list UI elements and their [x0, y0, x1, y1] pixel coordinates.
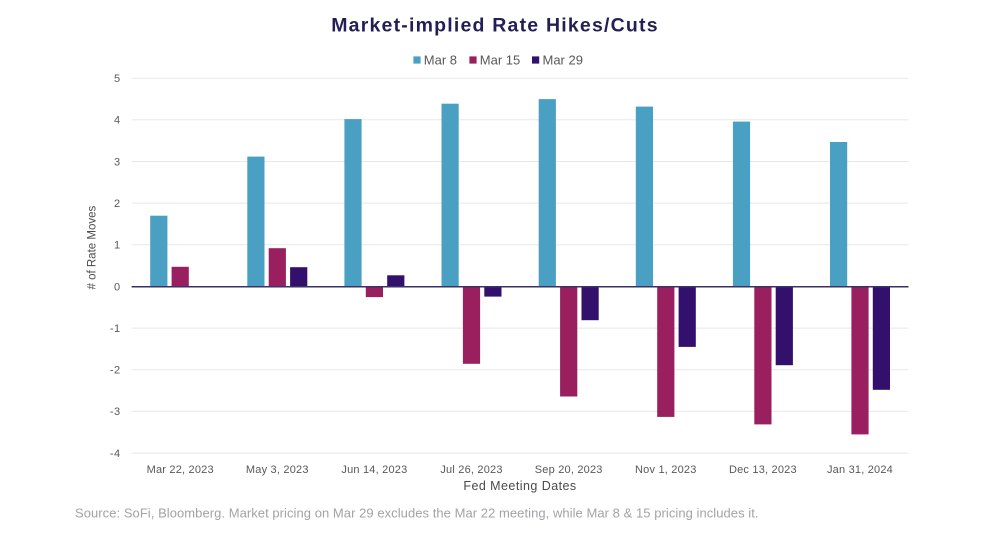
- svg-text:0: 0: [114, 281, 121, 293]
- svg-text:Nov 1, 2023: Nov 1, 2023: [635, 464, 697, 476]
- svg-text:5: 5: [114, 73, 121, 85]
- svg-text:Source: SoFi, Bloomberg. Marke: Source: SoFi, Bloomberg. Market pricing …: [75, 505, 759, 520]
- svg-text:Mar 8: Mar 8: [424, 53, 457, 68]
- svg-text:2: 2: [114, 198, 121, 210]
- svg-text:4: 4: [114, 115, 121, 127]
- svg-text:Mar 29: Mar 29: [543, 53, 583, 68]
- svg-text:-2: -2: [110, 365, 121, 377]
- svg-text:-3: -3: [110, 406, 121, 418]
- svg-text:Fed Meeting Dates: Fed Meeting Dates: [463, 479, 576, 493]
- svg-text:Sep 20, 2023: Sep 20, 2023: [535, 464, 603, 476]
- svg-text:Dec 13, 2023: Dec 13, 2023: [729, 464, 797, 476]
- svg-text:# of Rate Moves: # of Rate Moves: [87, 206, 99, 290]
- svg-text:Market-implied Rate Hikes/Cuts: Market-implied Rate Hikes/Cuts: [331, 15, 659, 37]
- svg-text:1: 1: [114, 240, 121, 252]
- svg-text:Mar 15: Mar 15: [480, 53, 520, 68]
- svg-text:Mar 22, 2023: Mar 22, 2023: [147, 464, 214, 476]
- svg-text:May 3, 2023: May 3, 2023: [246, 464, 309, 476]
- svg-text:Jul 26, 2023: Jul 26, 2023: [440, 464, 502, 476]
- svg-text:Jun 14, 2023: Jun 14, 2023: [341, 464, 407, 476]
- svg-text:-1: -1: [110, 323, 121, 335]
- svg-text:3: 3: [114, 156, 121, 168]
- svg-text:-4: -4: [110, 448, 121, 460]
- svg-text:Jan 31, 2024: Jan 31, 2024: [827, 464, 893, 476]
